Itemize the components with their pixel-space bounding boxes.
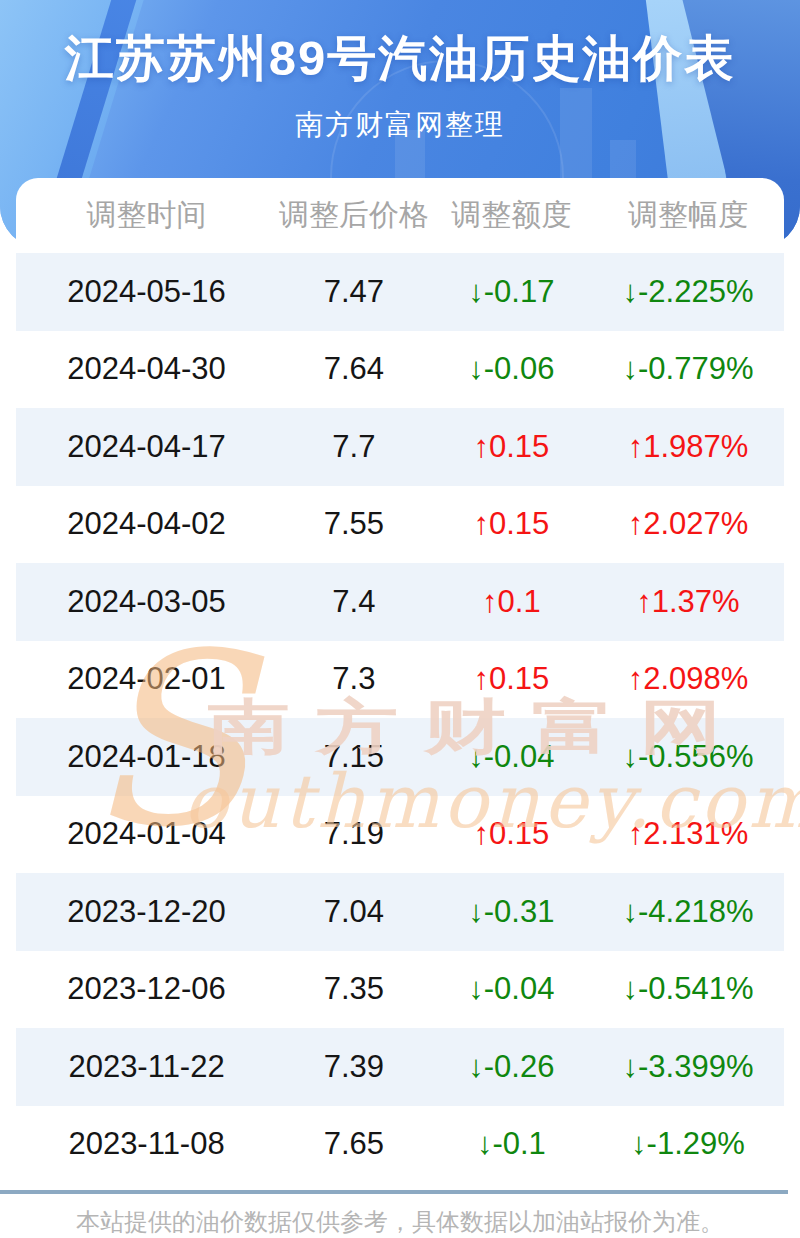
change-cell: ↓-0.04 [431,971,592,1007]
table-row: 2023-11-08 7.65 ↓-0.1 ↓-1.29% [16,1106,784,1184]
date-cell: 2024-01-18 [16,739,277,775]
table-row: 2024-04-30 7.64 ↓-0.06 ↓-0.779% [16,331,784,409]
date-cell: 2024-04-02 [16,506,277,542]
pct-cell: ↓-0.541% [592,971,784,1007]
column-header-change: 调整额度 [431,195,592,236]
price-cell: 7.7 [277,429,431,465]
date-cell: 2024-01-04 [16,816,277,852]
pct-cell: ↑2.027% [592,506,784,542]
pct-cell: ↓-3.399% [592,1049,784,1085]
change-cell: ↓-0.26 [431,1049,592,1085]
table-row: 2023-11-22 7.39 ↓-0.26 ↓-3.399% [16,1028,784,1106]
table-row: 2024-01-18 7.15 ↓-0.04 ↓-0.556% [16,718,784,796]
change-cell: ↓-0.1 [431,1126,592,1162]
column-header-pct: 调整幅度 [592,195,784,236]
change-cell: ↑0.1 [431,584,592,620]
table-row: 2024-01-04 7.19 ↑0.15 ↑2.131% [16,796,784,874]
footer-disclaimer: 本站提供的油价数据仅供参考，具体数据以加油站报价为准。 [0,1206,800,1238]
date-cell: 2024-03-05 [16,584,277,620]
change-cell: ↑0.15 [431,816,592,852]
table-row: 2023-12-20 7.04 ↓-0.31 ↓-4.218% [16,873,784,951]
price-cell: 7.15 [277,739,431,775]
table-row: 2024-05-16 7.47 ↓-0.17 ↓-2.225% [16,253,784,331]
price-cell: 7.04 [277,894,431,930]
table-header-row: 调整时间 调整后价格 调整额度 调整幅度 [16,178,784,253]
table-row: 2024-04-17 7.7 ↑0.15 ↑1.987% [16,408,784,486]
date-cell: 2023-11-08 [16,1126,277,1162]
date-cell: 2024-05-16 [16,274,277,310]
pct-cell: ↑1.987% [592,429,784,465]
change-cell: ↑0.15 [431,506,592,542]
change-cell: ↓-0.31 [431,894,592,930]
change-cell: ↑0.15 [431,429,592,465]
pct-cell: ↓-4.218% [592,894,784,930]
date-cell: 2024-04-17 [16,429,277,465]
change-cell: ↓-0.04 [431,739,592,775]
price-cell: 7.19 [277,816,431,852]
pct-cell: ↓-0.779% [592,351,784,387]
table-row: 2024-04-02 7.55 ↑0.15 ↑2.027% [16,486,784,564]
table-row: 2024-02-01 7.3 ↑0.15 ↑2.098% [16,641,784,719]
column-header-date: 调整时间 [16,195,277,236]
pct-cell: ↑2.131% [592,816,784,852]
page-title: 江苏苏州89号汽油历史油价表 [0,26,800,92]
price-cell: 7.3 [277,661,431,697]
table-row: 2024-03-05 7.4 ↑0.1 ↑1.37% [16,563,784,641]
pct-cell: ↓-0.556% [592,739,784,775]
price-cell: 7.65 [277,1126,431,1162]
date-cell: 2023-12-06 [16,971,277,1007]
price-cell: 7.35 [277,971,431,1007]
date-cell: 2023-12-20 [16,894,277,930]
pct-cell: ↓-2.225% [592,274,784,310]
date-cell: 2023-11-22 [16,1049,277,1085]
column-header-price: 调整后价格 [277,195,431,236]
pct-cell: ↑1.37% [592,584,784,620]
price-table: 调整时间 调整后价格 调整额度 调整幅度 2024-05-16 7.47 ↓-0… [16,178,784,1183]
price-cell: 7.39 [277,1049,431,1085]
price-cell: 7.64 [277,351,431,387]
price-cell: 7.47 [277,274,431,310]
change-cell: ↑0.15 [431,661,592,697]
price-cell: 7.55 [277,506,431,542]
change-cell: ↓-0.17 [431,274,592,310]
page: 江苏苏州89号汽油历史油价表 南方财富网整理 调整时间 调整后价格 调整额度 调… [0,0,800,1238]
page-subtitle: 南方财富网整理 [0,106,800,144]
footer-divider [0,1190,788,1194]
price-cell: 7.4 [277,584,431,620]
date-cell: 2024-02-01 [16,661,277,697]
pct-cell: ↓-1.29% [592,1126,784,1162]
table-row: 2023-12-06 7.35 ↓-0.04 ↓-0.541% [16,951,784,1029]
date-cell: 2024-04-30 [16,351,277,387]
change-cell: ↓-0.06 [431,351,592,387]
table-body: 2024-05-16 7.47 ↓-0.17 ↓-2.225% 2024-04-… [16,253,784,1183]
pct-cell: ↑2.098% [592,661,784,697]
